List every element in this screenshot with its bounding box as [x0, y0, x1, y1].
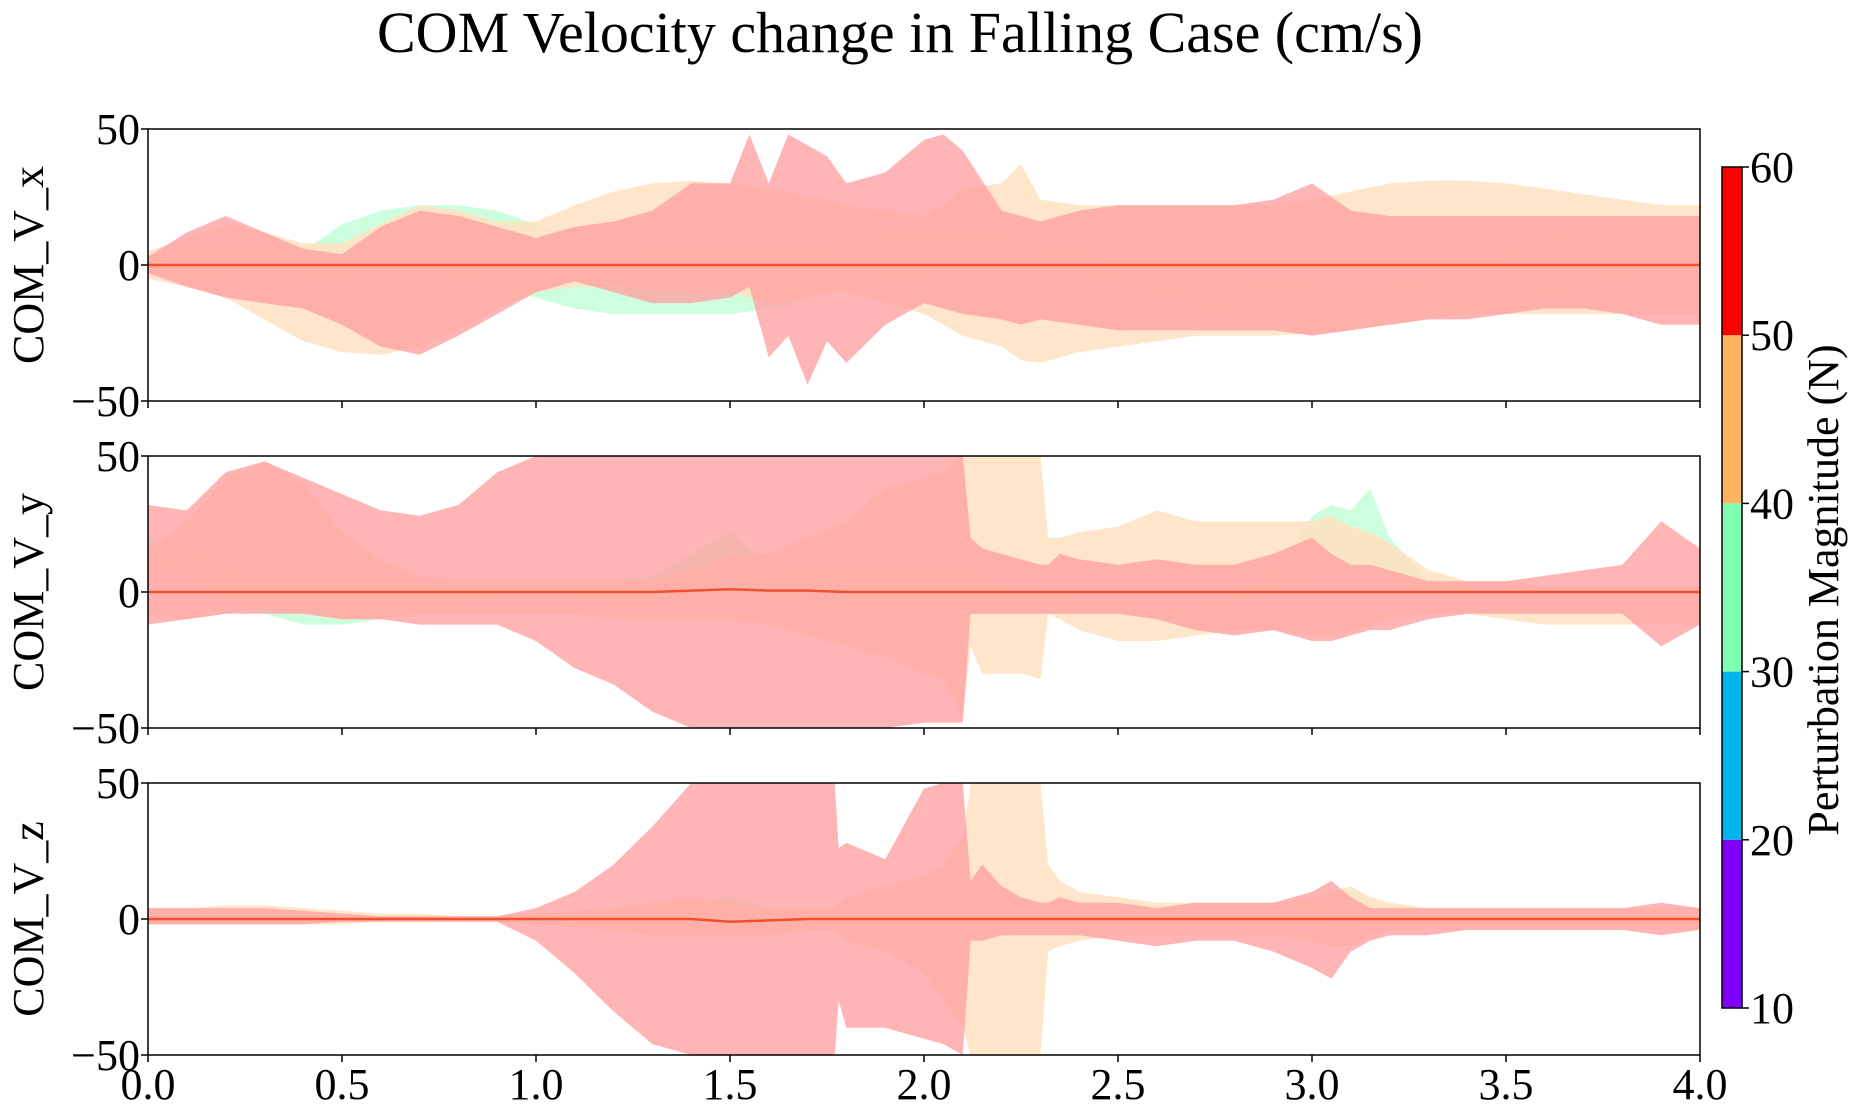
band-red-3: [148, 134, 1700, 385]
colorbar-segment: [1722, 335, 1742, 504]
y-tick-label: 50: [96, 759, 140, 808]
x-tick-label: 3.5: [1479, 1060, 1534, 1109]
plot-area: [148, 783, 1700, 1055]
plot-area: [148, 134, 1700, 385]
x-tick-label: 0.0: [121, 1060, 176, 1109]
y-tick-label: −50: [71, 704, 140, 753]
x-tick-label: 2.5: [1091, 1060, 1146, 1109]
y-axis-label: COM_V_z: [4, 821, 53, 1017]
colorbar-segment: [1722, 671, 1742, 840]
mean-line: [148, 588, 1700, 594]
y-tick-label: −50: [71, 377, 140, 426]
x-tick-label: 1.0: [509, 1060, 564, 1109]
subplot-1: 50 0 −50 COM_V_x: [4, 105, 1701, 426]
colorbar-tick-label: 20: [1750, 816, 1794, 865]
colorbar-frame: [1721, 166, 1743, 1009]
colorbar-segment: [1722, 167, 1742, 336]
subplot-2: 50 0 −50 COM_V_y: [4, 432, 1701, 753]
y-tick-label: −50: [71, 1031, 140, 1080]
y-tick-label: 50: [96, 105, 140, 154]
y-tick-label: 50: [96, 432, 140, 481]
colorbar-tick-label: 30: [1750, 648, 1794, 697]
x-tick-label: 2.0: [897, 1060, 952, 1109]
colorbar: Perturbation Magnitude (N) 10 20 30 40 50 60: [1721, 143, 1848, 1033]
subplot-3: 0.0 0.5 1.0 1.5 2.0 2.5 3.0 3.5 4.0 50 0 −50 COM_V_z: [4, 759, 1728, 1109]
x-tick-label: 4.0: [1673, 1060, 1728, 1109]
y-tick-label: 0: [118, 568, 140, 617]
colorbar-segment: [1722, 839, 1742, 1008]
chart-title: COM Velocity change in Falling Case (cm/…: [377, 0, 1423, 65]
x-tick-label: 1.5: [703, 1060, 758, 1109]
y-axis-label: COM_V_y: [4, 493, 53, 691]
colorbar-tick-label: 40: [1750, 479, 1794, 528]
x-tick-label: 3.0: [1285, 1060, 1340, 1109]
y-tick-label: 0: [118, 241, 140, 290]
y-axis-label: COM_V_x: [4, 166, 53, 364]
colorbar-tick-label: 10: [1750, 984, 1794, 1033]
colorbar-label: Perturbation Magnitude (N): [1799, 344, 1848, 835]
plot-area: [148, 456, 1700, 728]
x-tick-label: 0.5: [315, 1060, 370, 1109]
y-tick-label: 0: [118, 895, 140, 944]
colorbar-segment: [1722, 503, 1742, 672]
colorbar-tick-label: 60: [1750, 143, 1794, 192]
colorbar-tick-label: 50: [1750, 311, 1794, 360]
mean-line: [148, 917, 1700, 923]
subplots: 50 0 −50 COM_V_x 50 0 −50 COM_V_y 0.0 0.5 1.0 1.5 2.…: [4, 105, 1728, 1109]
